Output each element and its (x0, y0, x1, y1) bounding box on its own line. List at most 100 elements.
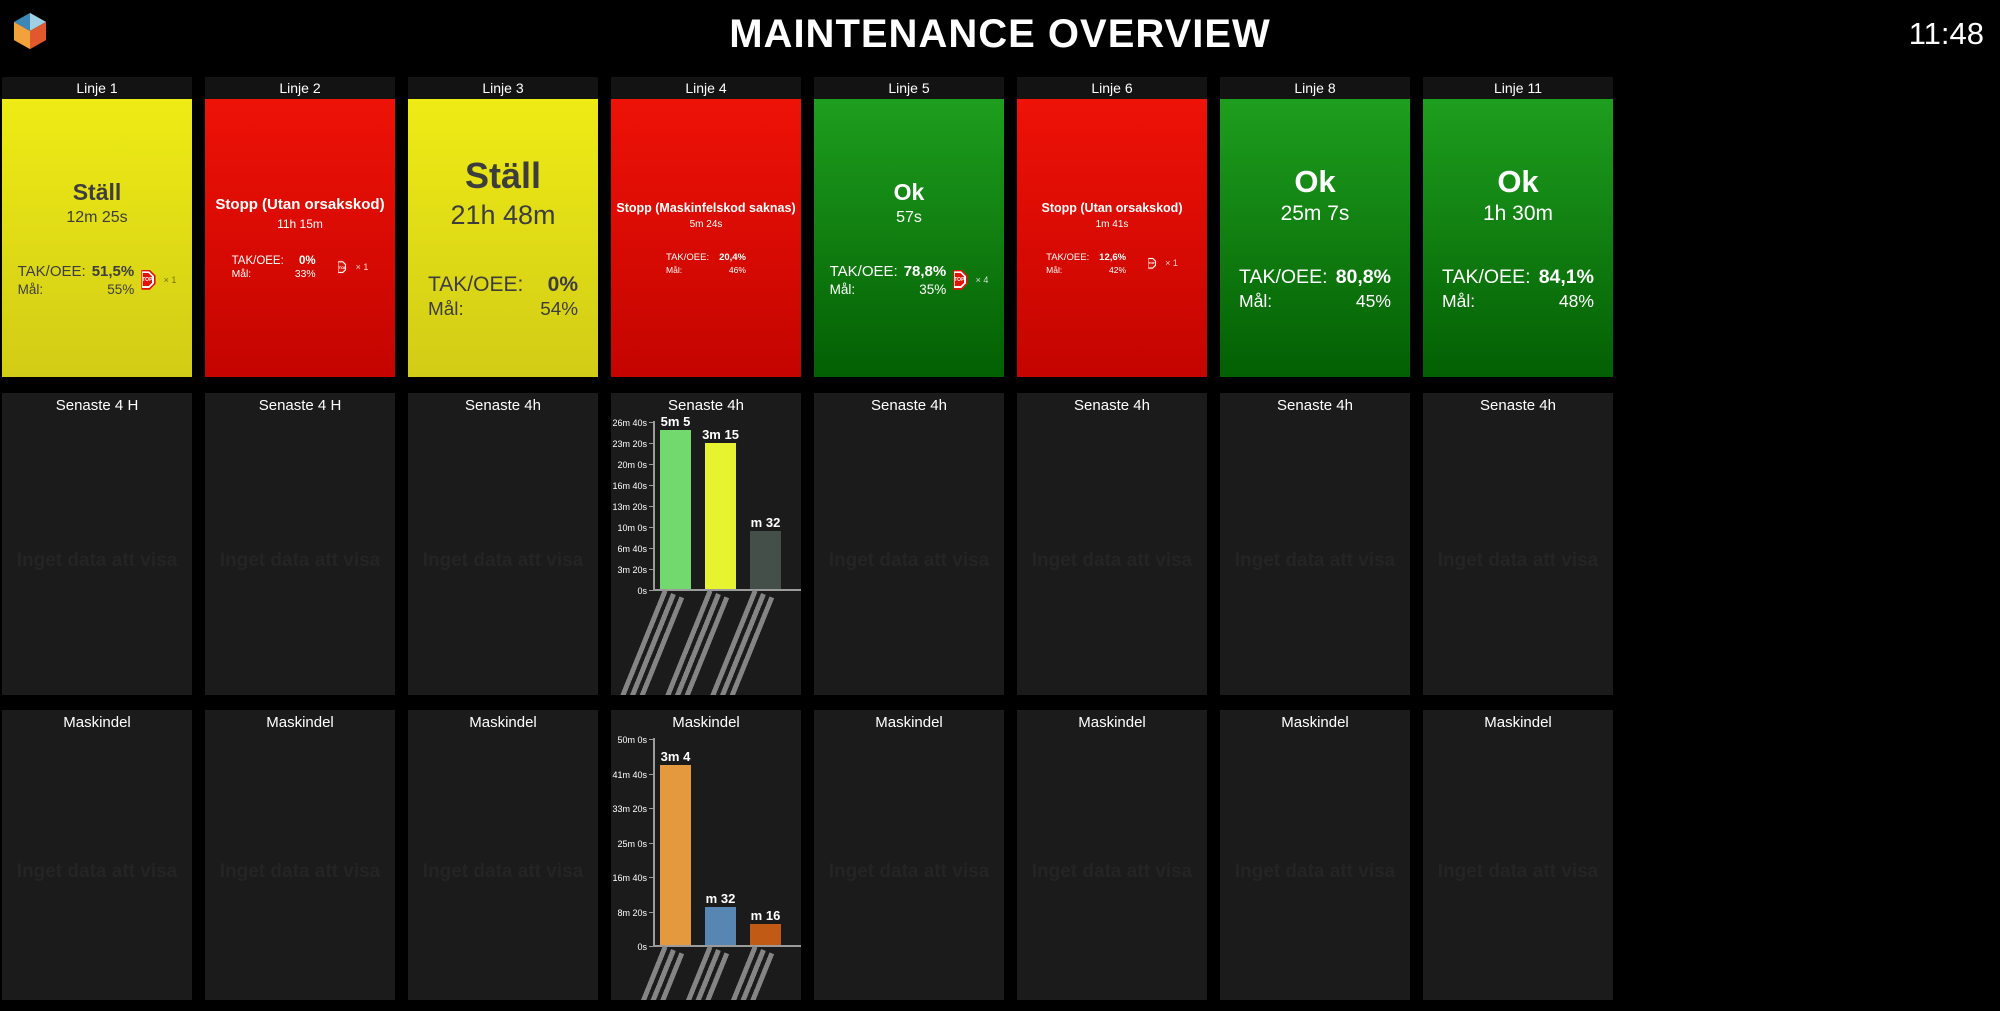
maskindel-panel[interactable]: Maskindel Inget data att visa (814, 710, 1004, 1000)
senaste-panel[interactable]: Senaste 4 H Inget data att visa (2, 393, 192, 695)
no-data-text: Inget data att visa (16, 550, 178, 572)
chart-bar: m 32 (705, 891, 736, 945)
no-data-text: Inget data att visa (16, 860, 178, 882)
clock: 11:48 (1908, 16, 1984, 51)
panel-title: Senaste 4h (1074, 397, 1150, 414)
stop-indicator: STOP × 1 (334, 260, 368, 275)
line-title: Linje 11 (1423, 77, 1613, 99)
mal-label: Mål: (829, 281, 856, 297)
status-card[interactable]: Stopp (Maskinfelskod saknas) 5m 24s TAK/OE… (611, 99, 801, 377)
no-data-text: Inget data att visa (1437, 550, 1599, 572)
senaste-panel[interactable]: Senaste 4h Inget data att visa (1423, 393, 1613, 695)
tak-oee-label: TAK/OEE: (1239, 266, 1328, 289)
status-card[interactable]: Ok 1h 30m TAK/OEE: 84,1% Mål: 48% (1423, 99, 1613, 377)
line-column: Linje 11 Ok 1h 30m TAK/OEE: 84,1% Mål: 48% Sena… (1423, 77, 1613, 1000)
line-column: Linje 6 Stopp (Utan orsakskod) 1m 41s TAK/O… (1017, 77, 1207, 1000)
tak-oee-label: TAK/OEE: (17, 262, 86, 280)
line-title: Linje 1 (2, 77, 192, 99)
status-card[interactable]: Ställ 12m 25s TAK/OEE: 51,5% Mål: 55% STOP × 1 (2, 99, 192, 377)
chart-bar: 3m 4 (660, 749, 691, 945)
mal-label: Mål: (1239, 291, 1273, 312)
mal-value: 35% (919, 281, 947, 297)
maskindel-panel[interactable]: Maskindel Inget data att visa (408, 710, 598, 1000)
y-tick-mark (649, 808, 653, 810)
panel-title: Maskindel (1281, 714, 1349, 731)
tak-oee-label: TAK/OEE: (428, 272, 524, 296)
y-tick-mark (649, 506, 653, 507)
kpi-row: TAK/OEE: 20,4% Mål: 46% (666, 252, 746, 275)
y-axis: 26m 40s 23m 20s 20m 0s 16m 40s 13m 20s 10m 0s… (611, 419, 653, 596)
maskindel-panel[interactable]: Maskindel 50m 0s 41m 40s 33m 20s 25m 0s 16m 4… (611, 710, 801, 1000)
panel-title: Senaste 4 H (55, 397, 139, 414)
tak-oee-value: 12,6% (1099, 251, 1127, 263)
maskindel-panel[interactable]: Maskindel Inget data att visa (2, 710, 192, 1000)
no-data-text: Inget data att visa (422, 550, 584, 572)
y-tick-label: 16m 40s (612, 873, 647, 884)
y-tick-label: 6m 40s (617, 544, 647, 554)
mal-value: 55% (107, 281, 135, 297)
bar-value-label: m 32 (705, 890, 736, 906)
senaste-panel[interactable]: Senaste 4h Inget data att visa (814, 393, 1004, 695)
stop-count: × 4 (975, 274, 989, 285)
chart-plot-area: 5m 5 3m 15 m 32 (653, 414, 801, 591)
status-card[interactable]: Ok 25m 7s TAK/OEE: 80,8% Mål: 45% (1220, 99, 1410, 377)
maskindel-panel[interactable]: Maskindel Inget data att visa (205, 710, 395, 1000)
status-label: Stopp (Maskinfelskod saknas) (616, 201, 796, 216)
company-logo-icon (14, 12, 46, 50)
lines-grid: Linje 1 Ställ 12m 25s TAK/OEE: 51,5% Mål: 55% S… (2, 77, 1613, 1000)
x-axis-labels (611, 589, 801, 695)
panel-title: Senaste 4h (465, 397, 541, 414)
status-card[interactable]: Stopp (Utan orsakskod) 11h 15m TAK/OEE: 0% M… (205, 99, 395, 377)
senaste-panel[interactable]: Senaste 4 H Inget data att visa (205, 393, 395, 695)
panel-title: Senaste 4h (668, 397, 744, 414)
maskindel-panel[interactable]: Maskindel Inget data att visa (1017, 710, 1207, 1000)
x-axis-label-rotated (619, 945, 685, 1000)
status-label: Ok (1294, 163, 1336, 199)
senaste-panel[interactable]: Senaste 4h Inget data att visa (1220, 393, 1410, 695)
line-title: Linje 8 (1220, 77, 1410, 99)
mal-label: Mål: (1046, 264, 1063, 275)
chart-bar: m 16 (750, 908, 781, 945)
y-tick-label: 0s (637, 942, 647, 952)
y-tick-mark (649, 877, 653, 879)
y-tick-label: 3m 20s (617, 565, 647, 575)
maskindel-panel[interactable]: Maskindel Inget data att visa (1423, 710, 1613, 1000)
line-column: Linje 8 Ok 25m 7s TAK/OEE: 80,8% Mål: 45% Senas… (1220, 77, 1410, 1000)
senaste-panel[interactable]: Senaste 4h 26m 40s 23m 20s 20m 0s 16m 40s 13m… (611, 393, 801, 695)
y-tick-mark (649, 590, 653, 591)
kpi-grid: TAK/OEE: 20,4% Mål: 46% (666, 252, 746, 275)
no-data-text: Inget data att visa (1234, 550, 1396, 572)
y-tick-mark (649, 485, 653, 486)
tak-oee-label: TAK/OEE: (666, 251, 710, 263)
senaste-panel[interactable]: Senaste 4h Inget data att visa (1017, 393, 1207, 695)
stop-indicator: STOP × 1 (136, 269, 176, 290)
no-data-text: Inget data att visa (828, 860, 990, 882)
kpi-row: TAK/OEE: 51,5% Mål: 55% STOP × 1 (18, 263, 177, 297)
status-card[interactable]: Ställ 21h 48m TAK/OEE: 0% Mål: 54% (408, 99, 598, 377)
bar-value-label: m 32 (750, 514, 781, 530)
panel-title: Maskindel (266, 714, 334, 731)
kpi-row: TAK/OEE: 0% Mål: 33% STOP × 1 (232, 255, 369, 280)
mal-label: Mål: (17, 281, 44, 297)
maskindel-panel[interactable]: Maskindel Inget data att visa (1220, 710, 1410, 1000)
line-column: Linje 4 Stopp (Maskinfelskod saknas) 5m 24… (611, 77, 801, 1000)
page-title: MAINTENANCE OVERVIEW (729, 12, 1271, 56)
status-duration: 21h 48m (450, 199, 556, 230)
status-card[interactable]: Ok 57s TAK/OEE: 78,8% Mål: 35% STOP × 4 (814, 99, 1004, 377)
status-duration: 1h 30m (1482, 202, 1554, 226)
mal-value: 54% (540, 298, 578, 320)
stop-sign-icon: STOP (141, 269, 156, 290)
tak-oee-value: 0% (298, 254, 316, 267)
stop-indicator: STOP × 4 (948, 269, 989, 290)
senaste-panel[interactable]: Senaste 4h Inget data att visa (408, 393, 598, 695)
kpi-row: TAK/OEE: 12,6% Mål: 42% STOP × 1 (1046, 252, 1178, 275)
tak-oee-value: 78,8% (903, 262, 947, 280)
kpi-row: TAK/OEE: 84,1% Mål: 48% (1442, 266, 1594, 312)
y-tick-label: 13m 20s (612, 502, 647, 512)
panel-title: Maskindel (63, 714, 131, 731)
mal-label: Mål: (428, 298, 464, 320)
status-card[interactable]: Stopp (Utan orsakskod) 1m 41s TAK/OEE: 12,6… (1017, 99, 1207, 377)
status-label: Ok (893, 179, 925, 206)
stop-sign-icon: STOP (953, 269, 968, 290)
